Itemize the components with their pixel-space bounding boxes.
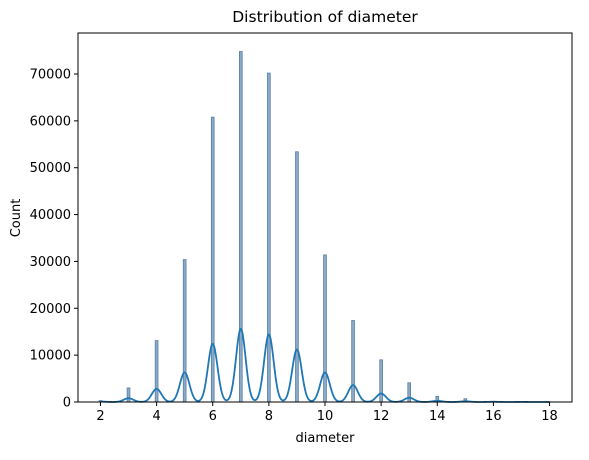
histogram-bar <box>211 117 214 402</box>
histogram-bar <box>267 73 270 402</box>
y-tick-label: 70000 <box>30 68 71 83</box>
x-tick-label: 6 <box>209 409 217 424</box>
y-axis-label: Count <box>9 199 24 238</box>
histogram-bar <box>408 383 411 402</box>
x-tick-label: 16 <box>485 409 502 424</box>
histogram-bar <box>183 260 186 402</box>
x-tick-label: 4 <box>152 409 160 424</box>
x-tick-label: 8 <box>265 409 273 424</box>
y-axis: 0 10000 20000 30000 40000 50000 60000 70000 <box>30 68 78 411</box>
histogram-bar <box>380 360 383 402</box>
x-tick-label: 10 <box>317 409 334 424</box>
y-tick-label: 20000 <box>30 302 71 317</box>
histogram-bars <box>99 52 551 402</box>
histogram-bar <box>127 388 130 402</box>
y-tick-label: 0 <box>63 396 71 411</box>
histogram-bar <box>296 152 299 402</box>
x-tick-label: 14 <box>429 409 446 424</box>
histogram-bar <box>352 320 355 402</box>
x-tick-label: 18 <box>541 409 558 424</box>
chart-title: Distribution of diameter <box>232 8 418 26</box>
x-tick-label: 12 <box>373 409 390 424</box>
x-axis: 2 4 6 8 10 12 14 16 18 <box>96 402 558 424</box>
histogram-bar <box>324 255 327 402</box>
y-tick-label: 10000 <box>30 349 71 364</box>
y-tick-label: 40000 <box>30 208 71 223</box>
y-tick-label: 30000 <box>30 255 71 270</box>
x-axis-label: diameter <box>296 431 356 446</box>
histogram-bar <box>155 341 158 402</box>
y-tick-label: 60000 <box>30 114 71 129</box>
x-tick-label: 2 <box>96 409 104 424</box>
y-tick-label: 50000 <box>30 161 71 176</box>
histogram-bar <box>239 52 242 402</box>
